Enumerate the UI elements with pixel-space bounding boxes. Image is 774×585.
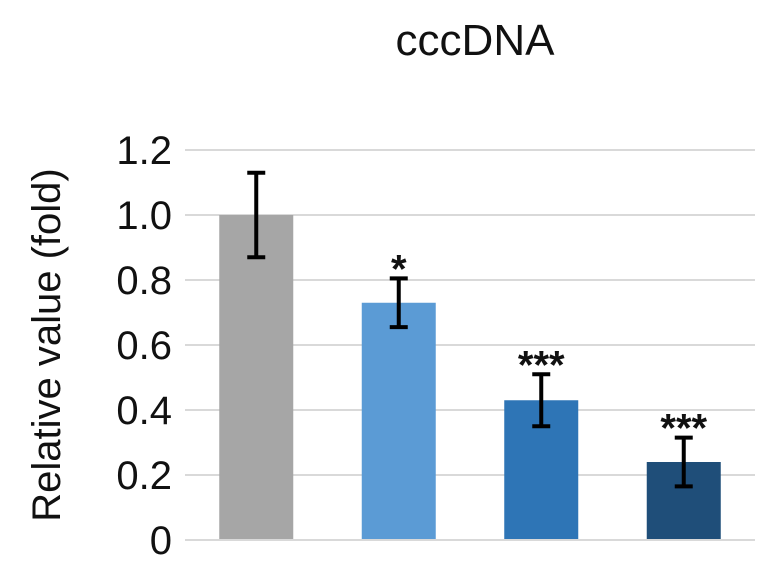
bars [219,215,721,540]
y-tick-label: 0.6 [116,324,172,368]
y-tick-label: 0.2 [116,454,172,498]
y-tick-labels: 0 0.2 0.4 0.6 0.8 1.0 1.2 [116,129,172,563]
bar [361,302,436,540]
y-tick-label: 0.8 [116,259,172,303]
significance-label: *** [518,343,565,387]
significance-label: *** [660,407,707,451]
y-tick-label: 0 [150,519,172,563]
y-tick-label: 1.0 [116,194,172,238]
y-tick-label: 0.4 [116,389,172,433]
significance-labels: ******* [391,247,708,450]
significance-label: * [391,247,407,291]
y-tick-label: 1.2 [116,129,172,173]
error-bars [247,170,693,489]
y-axis-label: Relative value (fold) [25,168,69,522]
chart-title: cccDNA [396,16,556,65]
bar [219,215,294,540]
